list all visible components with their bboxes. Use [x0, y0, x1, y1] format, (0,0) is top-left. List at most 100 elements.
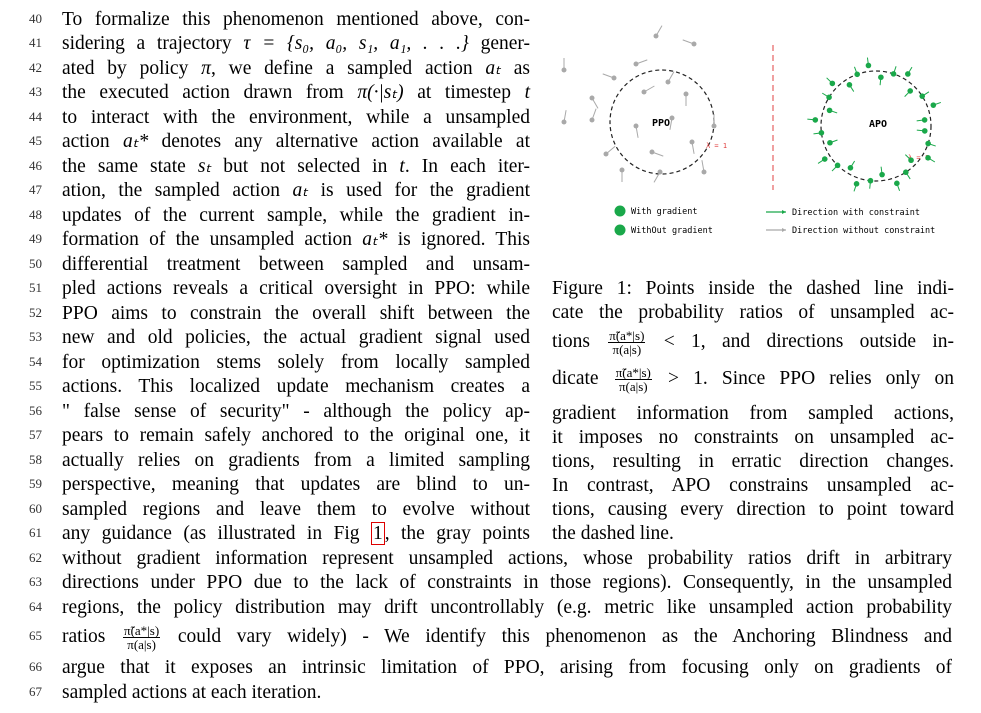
line-number: 59 [29, 476, 42, 491]
legend-direction-without-label: Direction without constraint [792, 226, 935, 236]
caption-line: In contrast, APO constrains unsampled ac… [552, 475, 954, 496]
figure-legend: With gradient WithOut gradient Direction… [614, 205, 935, 236]
ppo-point [691, 41, 697, 47]
caption-line: dicate π̃(a*|s) π(a|s) > 1. Since PPO rel… [552, 365, 954, 394]
text-line: To formalize this phenomenon mentioned a… [62, 9, 530, 30]
math-inline: aₜ [485, 58, 501, 79]
apo-point [879, 171, 885, 178]
text-line: differential treatment between sampled a… [62, 254, 530, 275]
apo-point [834, 162, 841, 169]
line-number: 65 [29, 628, 42, 643]
line-number: 58 [29, 452, 42, 467]
caption-line: gradient information from sampled action… [552, 403, 954, 424]
legend-with-gradient-marker [614, 205, 626, 217]
apo-point [821, 156, 828, 162]
apo-point [908, 157, 914, 164]
apo-point [853, 181, 860, 187]
ppo-point [633, 61, 639, 67]
apo-point [847, 165, 854, 171]
text-line: for optimization stems solely from local… [62, 352, 530, 373]
math-inline: aₜ* [122, 131, 149, 152]
text-line: actually relies on gradients from a limi… [62, 450, 530, 471]
text-line: regions, the policy distribution may dri… [62, 597, 952, 618]
apo-point [826, 94, 832, 101]
legend-direction-with-label: Direction with constraint [792, 208, 920, 218]
math-inline: τ = {s₀, a₀, s₁, a₁, . . .} [243, 33, 469, 54]
line-number: 51 [29, 280, 42, 295]
apo-point [925, 140, 931, 147]
caption-line: Figure 1: Points inside the dashed line … [552, 278, 954, 299]
ratio-fraction: π̃(a*|s) π(a|s) [608, 328, 646, 357]
text-line: " false sense of security" - although th… [62, 401, 530, 422]
line-number: 44 [29, 109, 42, 124]
text-line: action aₜ* denotes any alternative actio… [62, 131, 530, 152]
text-line: ratios π̃(a*|s) π(a|s) could vary widely)… [62, 623, 953, 652]
apo-point [827, 139, 833, 146]
ppo-point [649, 149, 655, 155]
ppo-point [561, 119, 567, 125]
apo-point [894, 180, 900, 187]
apo-point [921, 128, 928, 134]
ppo-point [589, 95, 595, 101]
line-number: 55 [29, 378, 42, 393]
apo-point [919, 93, 926, 99]
ratio-fraction: π̃(a*|s) π(a|s) [123, 623, 161, 652]
figure-reference-link[interactable]: 1 [370, 522, 385, 545]
apo-point [878, 74, 884, 81]
math-inline: t [399, 156, 405, 177]
line-number: 47 [29, 182, 42, 197]
apo-point [854, 71, 861, 78]
line-number: 49 [29, 231, 42, 246]
line-number: 54 [29, 354, 42, 369]
apo-point [890, 71, 897, 77]
text-line: new and old policies, the actual gradien… [62, 327, 530, 348]
ppo-radius-label: λ = 1 [706, 142, 727, 150]
legend-without-gradient-label: WithOut gradient [631, 226, 713, 236]
line-number: 60 [29, 501, 42, 516]
line-number: 67 [29, 684, 42, 699]
apo-point [921, 117, 928, 123]
apo-point [903, 169, 909, 176]
text-line: ated by policy π, we define a sampled ac… [62, 58, 530, 79]
apo-label: APO [869, 119, 887, 130]
apo-radius-label: λ = 1 [908, 154, 929, 162]
ppo-point [657, 169, 663, 175]
apo-dashed-boundary [820, 70, 932, 182]
text-line: argue that it exposes an intrinsic limit… [62, 657, 952, 678]
text-line: to interact with the environment, while … [62, 107, 530, 128]
line-number: 43 [29, 84, 42, 99]
math-inline: π [201, 58, 211, 79]
apo-point [867, 177, 874, 184]
ppo-point [689, 139, 695, 145]
line-number: 48 [29, 207, 42, 222]
caption-line: it imposes no constraints on unsampled a… [552, 427, 954, 448]
line-number: 56 [29, 403, 42, 418]
text-line: the same state sₜ but not selected in t.… [62, 156, 531, 177]
ppo-point [633, 123, 639, 129]
math-inline: aₜ* [362, 229, 388, 250]
ppo-point [653, 33, 659, 39]
legend-without-gradient-marker [614, 224, 626, 236]
text-line: pears to remain safely anchored to the o… [62, 425, 530, 446]
math-inline: aₜ [292, 180, 309, 201]
apo-point [905, 71, 911, 77]
text-line: sampled regions and leave them to evolve… [62, 499, 530, 520]
apo-point [812, 117, 819, 123]
text-line: updates of the current sample, while the… [62, 205, 530, 226]
ppo-point [561, 67, 567, 73]
line-number: 53 [29, 329, 42, 344]
ppo-point [641, 89, 647, 95]
line-number: 61 [29, 525, 42, 540]
apo-point [846, 82, 853, 88]
ppo-point [683, 91, 689, 97]
line-number: 41 [29, 35, 42, 50]
caption-line: tions, resulting in erratic direction ch… [552, 451, 954, 472]
math-inline: t [524, 82, 530, 103]
ppo-point [669, 115, 675, 121]
caption-line: tions π̃(a*|s) π(a|s) < 1, and directions… [552, 328, 954, 357]
apo-point [826, 107, 833, 114]
apo-point [907, 88, 914, 94]
text-line: perspective, meaning that updates are bl… [62, 474, 530, 495]
text-line: sidering a trajectory τ = {s₀, a₀, s₁, a… [62, 33, 530, 54]
math-inline: π(·|sₜ) [357, 82, 404, 103]
